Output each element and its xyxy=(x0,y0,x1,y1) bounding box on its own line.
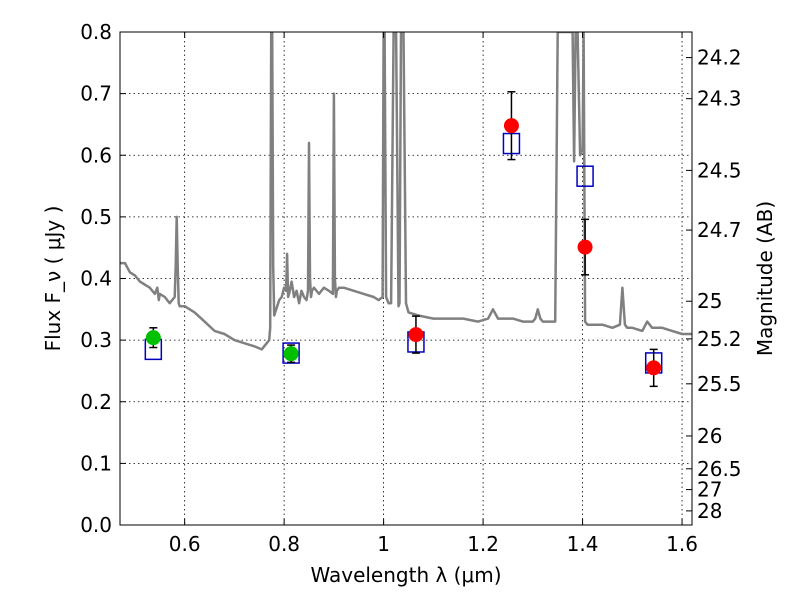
x-tick-label: 1.2 xyxy=(467,532,499,556)
y-axis-title: Flux F_ν ( μJy ) xyxy=(41,206,65,352)
data-point xyxy=(646,360,662,376)
y-tick-label: 0.2 xyxy=(80,390,112,414)
right-axis-tick-label: 26 xyxy=(697,424,722,448)
x-tick-label: 1.6 xyxy=(666,532,698,556)
marker-layer xyxy=(144,91,663,388)
right-axis-tick-label: 25.5 xyxy=(697,372,742,396)
spectrum-line xyxy=(120,32,692,351)
right-axis-tick-label: 25 xyxy=(697,289,722,313)
y-tick-label: 0.0 xyxy=(80,513,112,537)
y-tick-label: 0.1 xyxy=(80,451,112,475)
y-tick-label: 0.5 xyxy=(80,205,112,229)
right-axis-tick-label: 25.2 xyxy=(697,327,742,351)
tick-labels: 0.6 0.8 1 1.2 1.4 1.6 0.0 0.1 0.2 0.3 0.4 0.5 0.6 0.7… xyxy=(80,20,741,556)
spectrum-layer xyxy=(120,32,692,351)
model-photometry-square xyxy=(576,165,594,187)
y-tick-label: 0.6 xyxy=(80,143,112,167)
right-axis-tick-label: 24.7 xyxy=(697,218,742,242)
x-tick-label: 0.8 xyxy=(268,532,300,556)
right-axis-tick-label: 27 xyxy=(697,478,722,502)
x-tick-label: 1.4 xyxy=(567,532,599,556)
tick-layer xyxy=(120,31,692,526)
right-axis-tick-label: 24.5 xyxy=(697,158,742,182)
right-axis-tick-label: 28 xyxy=(697,499,722,523)
y-tick-label: 0.7 xyxy=(80,82,112,106)
y-tick-label: 0.8 xyxy=(80,20,112,44)
right-axis-tick-label: 24.3 xyxy=(697,87,742,111)
data-point xyxy=(283,346,299,362)
right-axis-title: Magnitude (AB) xyxy=(753,201,777,356)
model-photometry-square xyxy=(282,342,300,364)
x-tick-label: 0.6 xyxy=(169,532,201,556)
x-tick-label: 1 xyxy=(377,532,390,556)
right-axis-tick-label: 26.5 xyxy=(697,457,742,481)
x-axis-title: Wavelength λ (μm) xyxy=(310,563,501,587)
data-point xyxy=(577,239,593,255)
y-tick-label: 0.3 xyxy=(80,328,112,352)
right-axis-tick-label: 24.2 xyxy=(697,46,742,70)
data-point xyxy=(145,330,161,346)
data-point xyxy=(408,327,424,343)
data-point xyxy=(503,118,519,134)
y-tick-label: 0.4 xyxy=(80,267,112,291)
